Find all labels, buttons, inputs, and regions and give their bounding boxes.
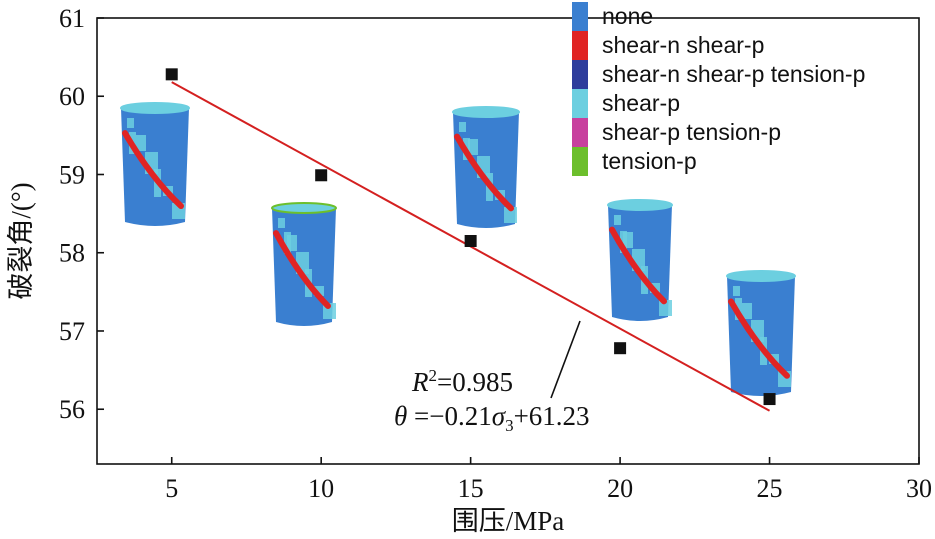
shear-p-patch — [284, 232, 291, 254]
shear-p-patch — [314, 286, 324, 296]
specimen-cylinder — [607, 199, 673, 321]
shear-band — [122, 130, 184, 210]
x-tick-label: 25 — [757, 474, 783, 503]
legend-label: none — [602, 3, 653, 29]
specimen-top — [120, 102, 190, 114]
legend-swatch — [572, 118, 588, 147]
specimen-top — [452, 106, 520, 118]
specimen-top — [726, 270, 796, 282]
legend-item: tension-p — [572, 147, 697, 176]
shear-p-patch — [468, 139, 478, 155]
shear-p-patch — [742, 303, 752, 319]
data-points — [165, 68, 776, 406]
annotation-leader-line — [550, 320, 581, 399]
data-point — [763, 393, 776, 406]
specimen-top — [271, 202, 337, 214]
legend-label: shear-p — [602, 90, 680, 116]
specimen-images — [120, 102, 796, 396]
shear-p-patch — [136, 135, 146, 151]
r-squared-label: R2=0.985 — [411, 366, 513, 397]
legend-swatch — [572, 60, 588, 89]
specimen-cylinder — [726, 270, 796, 396]
shear-p-patch — [504, 207, 517, 223]
legend-swatch — [572, 31, 588, 60]
legend-swatch — [572, 89, 588, 118]
legend-item: shear-n shear-p — [572, 31, 764, 60]
shear-p-patch — [614, 215, 621, 225]
ticks: 5 10 15 20 25 30 56 57 58 59 60 61 — [59, 4, 932, 503]
x-tick-label: 30 — [906, 474, 932, 503]
y-tick-label: 56 — [59, 395, 85, 424]
legend-item: shear-p tension-p — [572, 118, 781, 147]
shear-p-patch — [459, 122, 466, 132]
shear-band — [273, 230, 331, 310]
data-point — [464, 235, 477, 247]
fit-annotation: R2=0.985 θ =−0.21σ3+61.23 — [394, 320, 590, 435]
shear-band — [728, 298, 790, 379]
legend-label: shear-n shear-p — [602, 32, 764, 58]
axes — [96, 17, 920, 465]
shear-p-patch — [278, 218, 285, 228]
shear-p-patch — [127, 118, 134, 128]
x-tick-label: 5 — [165, 474, 178, 503]
x-tick-label: 20 — [607, 474, 633, 503]
y-tick-label: 60 — [59, 82, 85, 111]
shear-p-patch — [733, 286, 740, 296]
data-point — [165, 68, 178, 81]
specimen-top — [607, 199, 673, 211]
shear-band — [454, 133, 514, 212]
plot-frame — [96, 17, 920, 465]
data-point — [315, 169, 328, 182]
legend: none shear-n shear-p shear-n shear-p tensi… — [572, 2, 865, 176]
x-axis-title: 围压/MPa — [452, 506, 565, 536]
x-tick-label: 10 — [308, 474, 334, 503]
y-tick-label: 57 — [59, 317, 85, 346]
shear-p-patch — [623, 232, 633, 248]
legend-label: shear-n shear-p tension-p — [602, 61, 865, 87]
shear-p-patch — [620, 231, 627, 253]
specimen-cylinder — [452, 106, 520, 228]
specimen-cylinder — [271, 202, 337, 326]
legend-swatch — [572, 2, 588, 31]
legend-item: shear-n shear-p tension-p — [572, 60, 865, 89]
shear-p-patch — [287, 235, 297, 251]
legend-label: tension-p — [602, 148, 697, 174]
x-tick-label: 15 — [458, 474, 484, 503]
y-tick-label: 61 — [59, 4, 85, 33]
legend-swatch — [572, 147, 588, 176]
y-tick-label: 58 — [59, 239, 85, 268]
shear-band — [609, 226, 667, 305]
y-tick-label: 59 — [59, 160, 85, 189]
data-point — [614, 342, 627, 355]
legend-label: shear-p tension-p — [602, 119, 781, 145]
legend-item: shear-p — [572, 89, 680, 118]
shear-p-patch — [659, 300, 672, 316]
fit-equation-label: θ =−0.21σ3+61.23 — [394, 401, 590, 435]
legend-item: none — [572, 2, 653, 31]
specimen-cylinder — [120, 102, 190, 226]
y-axis-title: 破裂角/(°) — [6, 182, 36, 299]
